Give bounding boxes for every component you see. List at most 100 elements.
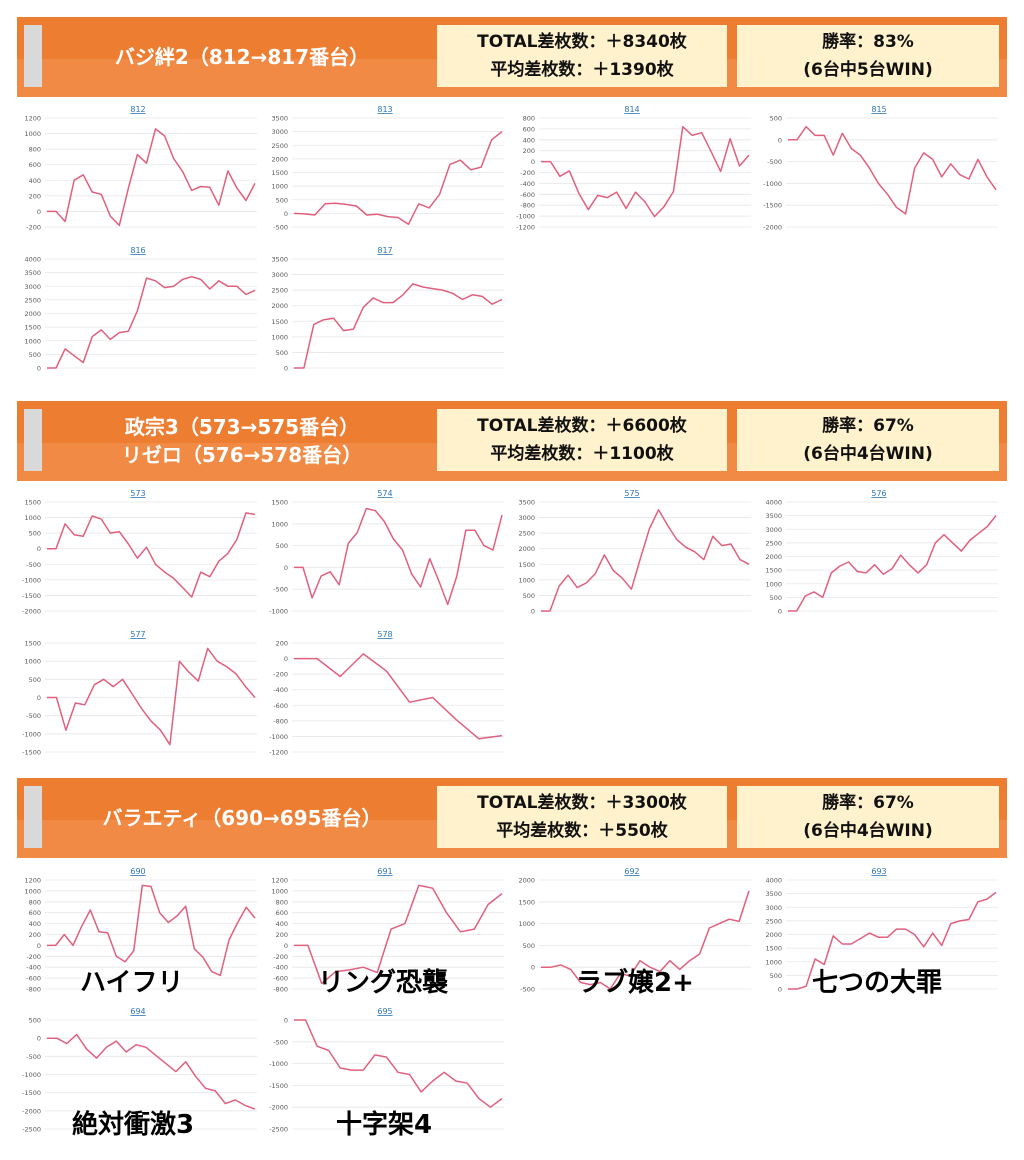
y-tick-label: 1500 [24, 499, 41, 507]
y-tick-label: 0 [37, 365, 41, 373]
y-tick-label: 600 [29, 161, 41, 169]
win-rate-box: 勝率：83% (6台中5台WIN) [737, 25, 999, 87]
chart-title: 815 [871, 105, 886, 114]
chart-576: 576 4000 3500 3000 2500 2000 1500 1000 500 0 [758, 486, 1004, 616]
chart-svg: 690 1200 1000 800 600 400 200 0 -200 -400 -600 -800 [24, 867, 257, 994]
y-tick-label: -600 [26, 975, 41, 983]
y-tick-label: 500 [770, 972, 782, 980]
chart-title: 578 [377, 630, 392, 639]
y-tick-label: 2500 [765, 539, 782, 547]
y-tick-label: 1000 [271, 887, 288, 895]
series-line [293, 131, 503, 226]
chart-svg: 814 800 600 400 200 0 -200 -400 -600 -800 -1000 -12… [516, 105, 751, 232]
chart-svg: 578 200 0 -200 -400 -600 -800 -1000 -1200 [269, 630, 504, 757]
y-tick-label: 0 [531, 158, 535, 166]
y-tick-label: 500 [276, 542, 288, 550]
y-tick-label: 2000 [518, 545, 535, 553]
series-line [294, 283, 503, 369]
y-tick-label: 1000 [518, 576, 535, 584]
win-count: (6台中5台WIN) [803, 60, 933, 80]
y-tick-label: 600 [29, 909, 41, 917]
y-tick-label: 3500 [765, 512, 782, 520]
y-tick-label: 1000 [765, 580, 782, 588]
series-line [47, 884, 256, 977]
section-title-line: 政宗3（573→575番台） [124, 415, 360, 439]
chart-695: 695 0 -500 -1000 -1500 -2000 -2500 [264, 1004, 510, 1134]
y-tick-label: -1200 [269, 749, 288, 757]
average-diff: 平均差枚数：＋1100枚 [490, 444, 674, 464]
chart-svg: 573 1500 1000 500 0 -500 -1000 -1500 -2000 [22, 489, 257, 616]
y-tick-label: 3500 [24, 269, 41, 277]
y-tick-label: -2000 [22, 1107, 41, 1115]
section-title: バラエティ（690→695番台） [51, 778, 433, 858]
y-tick-label: -500 [520, 986, 535, 994]
chart-812: 812 1200 1000 800 600 400 200 0 -200 [17, 102, 263, 232]
y-tick-label: 800 [29, 898, 41, 906]
y-tick-label: -1000 [22, 1071, 41, 1079]
y-tick-label: -1000 [22, 576, 41, 584]
chart-svg: 575 3500 3000 2500 2000 1500 1000 500 0 [518, 489, 751, 616]
chart-815: 815 500 0 -500 -1000 -1500 -2000 [758, 102, 1004, 232]
y-tick-label: 3000 [765, 904, 782, 912]
machine-label-693: 七つの大罪 [812, 968, 943, 998]
chart-title: 574 [377, 489, 392, 498]
y-tick-label: 3500 [271, 115, 288, 123]
chart-title: 695 [377, 1007, 392, 1016]
y-tick-label: 0 [37, 942, 41, 950]
series-line [294, 507, 503, 606]
series-line [541, 509, 750, 612]
y-tick-label: -2000 [269, 1104, 288, 1112]
chart-svg: 691 1200 1000 800 600 400 200 0 -200 -400 -600 -800 [271, 867, 504, 994]
chart-title: 693 [871, 867, 886, 876]
y-tick-label: 200 [29, 931, 41, 939]
series-line [47, 512, 256, 598]
y-tick-label: -200 [26, 224, 41, 232]
y-tick-label: 1000 [271, 333, 288, 341]
y-tick-label: 400 [523, 136, 535, 144]
chart-svg: 692 2000 1500 1000 500 0 -500 [518, 867, 751, 994]
y-tick-label: -1500 [269, 1082, 288, 1090]
y-tick-label: 2500 [765, 917, 782, 925]
y-tick-label: -800 [273, 717, 288, 725]
chart-svg: 576 4000 3500 3000 2500 2000 1500 1000 500 0 [765, 489, 998, 616]
y-tick-label: -1500 [22, 592, 41, 600]
y-tick-label: -200 [273, 671, 288, 679]
y-tick-label: -1500 [22, 749, 41, 757]
y-tick-label: -1000 [22, 730, 41, 738]
y-tick-label: -200 [273, 953, 288, 961]
y-tick-label: 2500 [271, 287, 288, 295]
y-tick-label: 500 [29, 676, 41, 684]
y-tick-label: -500 [767, 158, 782, 166]
y-tick-label: 200 [523, 147, 535, 155]
y-tick-label: 800 [29, 146, 41, 154]
y-tick-label: 200 [29, 192, 41, 200]
y-tick-label: 3000 [271, 271, 288, 279]
section-banner-2: 政宗3（573→575番台） リゼロ（576→578番台） TOTAL差枚数：＋… [17, 401, 1007, 481]
chart-694: 694 500 0 -500 -1000 -1500 -2000 -2500 [17, 1004, 263, 1134]
average-diff: 平均差枚数：＋1390枚 [490, 60, 674, 80]
section-title: 政宗3（573→575番台） リゼロ（576→578番台） [51, 401, 433, 481]
y-tick-label: -2000 [22, 608, 41, 616]
y-tick-label: 500 [770, 594, 782, 602]
series-line [788, 515, 997, 612]
y-tick-label: 0 [284, 564, 288, 572]
y-tick-label: 4000 [765, 877, 782, 885]
average-diff: 平均差枚数：＋550枚 [496, 821, 668, 841]
chart-692: 692 2000 1500 1000 500 0 -500 [511, 864, 757, 994]
chart-title: 812 [130, 105, 145, 114]
y-tick-label: 3000 [765, 526, 782, 534]
y-tick-label: 1500 [271, 499, 288, 507]
y-tick-label: 1500 [24, 640, 41, 648]
y-tick-label: 1000 [24, 658, 41, 666]
y-tick-label: 600 [523, 125, 535, 133]
y-tick-label: 1500 [765, 567, 782, 575]
y-tick-label: 1500 [518, 561, 535, 569]
y-tick-label: 3000 [271, 128, 288, 136]
y-tick-label: 2000 [765, 553, 782, 561]
y-tick-label: -1500 [22, 1089, 41, 1097]
chart-813: 813 3500 3000 2500 2000 1500 1000 500 0 -500 [264, 102, 510, 232]
y-tick-label: 1200 [271, 877, 288, 885]
y-tick-label: 500 [29, 1017, 41, 1025]
y-tick-label: 0 [37, 208, 41, 216]
y-tick-label: 3000 [518, 514, 535, 522]
